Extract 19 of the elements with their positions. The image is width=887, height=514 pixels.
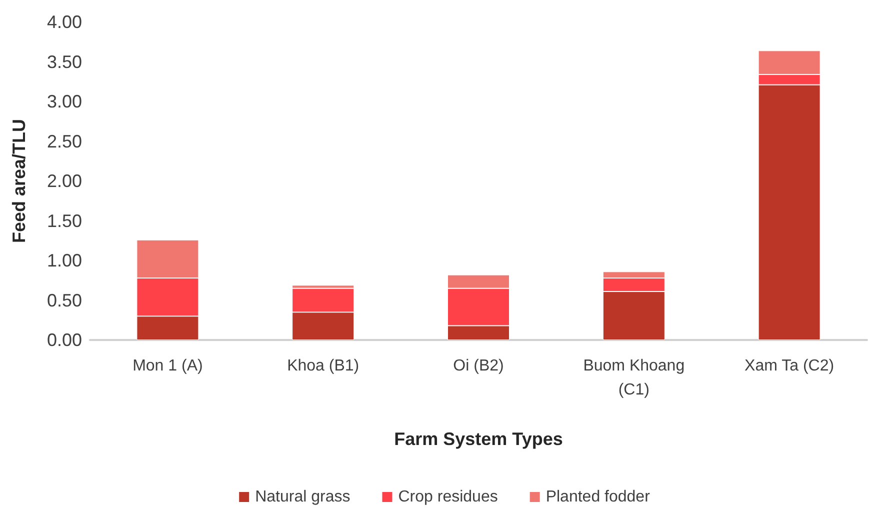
x-tick-label: Oi (B2) (453, 358, 504, 374)
y-tick-label: 2.00 (46, 171, 82, 191)
x-tick-label: Khoa (B1) (287, 358, 360, 374)
x-axis-title: Farm System Types (394, 429, 563, 449)
y-tick-label: 4.00 (46, 12, 82, 32)
legend-label: Crop residues (398, 488, 498, 506)
x-tick-label: Xam Ta (C2) (744, 358, 834, 374)
y-tick-label: 3.00 (46, 92, 82, 112)
y-tick-label: 2.50 (46, 131, 82, 152)
y-tick-label: 0.50 (46, 290, 82, 310)
x-tick-label: Buom Khoang (C1) (583, 358, 685, 398)
y-tick-label: 1.50 (46, 210, 82, 231)
x-tick-label: Mon 1 (A) (132, 358, 203, 374)
legend-label: Natural grass (255, 488, 350, 506)
legend-label: Planted fodder (546, 488, 651, 506)
y-tick-label: 3.50 (46, 52, 82, 72)
y-axis-title: Feed area/TLU (9, 118, 29, 244)
y-tick-label: 1.00 (46, 250, 82, 270)
y-tick-label: 0.00 (46, 330, 82, 350)
